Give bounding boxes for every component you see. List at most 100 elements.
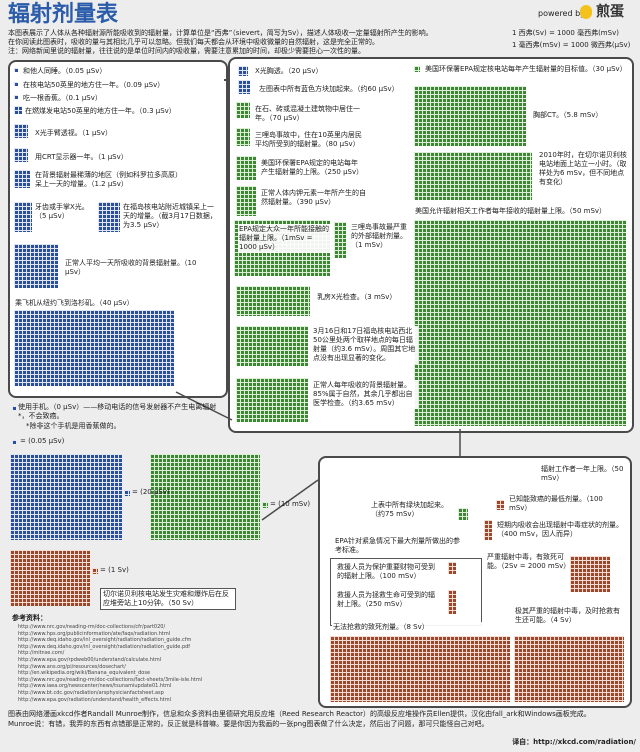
title: 辐射剂量表 <box>8 2 119 27</box>
dose-label: X光手臂透视。（1 μSv） <box>34 128 216 139</box>
dose-block <box>236 326 308 366</box>
dose-label: 严重辐射中毒，有致死可能。（2Sv = 2000 mSv） <box>486 552 571 572</box>
dose-block <box>448 590 456 614</box>
dose-block <box>238 80 250 94</box>
dose-label: 在背景辐射最稀薄的地区（例如科罗拉多高原）呆上一天的增量。（1.2 μSv） <box>34 170 186 190</box>
legend-label: = (20 μSv) <box>132 488 170 496</box>
dose-block <box>414 86 526 146</box>
dose-label: EPA针对紧急情况下最大剂量所做出的参考标准。 <box>334 536 466 556</box>
dose-block <box>14 170 30 188</box>
dose-block <box>448 562 456 574</box>
dose-label: 三哩岛事故最严重的外部辐射剂量。（1 mSv） <box>350 222 412 251</box>
dose-block <box>236 156 256 180</box>
reference-link: http://www.deq.idaho.gov/inl_oversight/r… <box>18 643 191 650</box>
dose-label: 短期内吸收会出现辐射中毒症状的剂量。（400 mSv，因人而异） <box>496 520 624 540</box>
legend-label: = (1 Sv) <box>100 566 129 574</box>
dose-block <box>496 500 504 510</box>
dose-block <box>236 186 256 216</box>
dose-label: 2010年时，在切尔诺贝利核电站地面上站立一小时。（取样处为6 mSv，但不同地… <box>538 150 628 188</box>
dose-block <box>14 82 18 86</box>
reference-link: http://www.bt.cdc.gov/radiation/arsphysi… <box>18 690 164 696</box>
dose-label: 左图表中所有蓝色方块加起来。（约60 μSv） <box>258 84 410 95</box>
footer-line: 图表由网络漫画xkcd作者Randall Munroe制作，信息和众多资料由里德… <box>8 710 591 718</box>
dose-block <box>414 66 420 72</box>
dose-block <box>14 106 22 114</box>
dose-label: 正常人每年吸收的背景辐射量。85%属于自然，其余几乎都出自医学检查。（约3.65… <box>312 380 418 409</box>
powered-by: powered by <box>538 9 585 18</box>
footnote: *除非这个手机是用香蕉做的。 <box>26 422 121 430</box>
dose-block <box>92 568 98 574</box>
dose-label: 3月16日和17日福岛核电站西北50公里处两个取样地点的每日辐射量（约3.6 m… <box>312 326 418 364</box>
unit-line: 1 毫西弗(mSv) = 1000 微西弗(μSv) <box>512 41 631 49</box>
dose-block <box>14 124 28 138</box>
dose-label: 在福岛核电站附近城镇呆上一天的增量。（截3月17日数据，为3.5 μSv） <box>122 202 220 231</box>
dose-label: 在石、砖或混凝土建筑物中居住一年。（70 μSv） <box>254 104 366 124</box>
dose-label: 在核电站50英里的地方住一年。（0.09 μSv） <box>22 80 224 91</box>
dose-block <box>238 66 248 76</box>
dose-block <box>236 128 250 146</box>
dose-label: 救援人员为保护重要财物可受到的辐射上限。（100 mSv） <box>336 562 438 582</box>
reference-link: http://www.epa.gov/rpdweb00/understand/c… <box>18 657 162 663</box>
dose-label: 在燃煤发电站50英里的地方住一年。（0.3 μSv） <box>24 106 222 117</box>
dose-label: 正常人平均一天所吸收的背景辐射量。（10 μSv） <box>64 258 216 278</box>
footer-line: Munroe说：有错，我弄的东西有点错那是正常的，反正就是科普嘛。要是你因为我画… <box>8 720 489 728</box>
legend-label: = (10 mSv) <box>270 500 311 508</box>
reference-link: http://mitnse.com/ <box>18 650 65 657</box>
dose-block <box>236 102 250 118</box>
dose-block <box>414 152 532 200</box>
dose-label: 上表中所有绿块加起来。（约75 mSv） <box>370 500 458 520</box>
dose-label: 辐射工作者一年上限。（50 mSv） <box>540 464 626 484</box>
intro-line: 注：网络新闻里说的辐射量，往往说的是单位时间内的吸收量，需要注意累加的时间，却极… <box>8 47 365 55</box>
dose-label: 胸部CT。（5.8 mSv） <box>532 110 624 121</box>
unit-line: 1 西弗(Sv) = 1000 毫西弗(mSv) <box>512 29 619 37</box>
dose-label: 三哩岛事故中，住在10英里内居民平均所受到的辐射量。（80 μSv） <box>254 130 366 150</box>
dose-label: 无法抢救的致死剂量。（8 Sv） <box>332 622 504 633</box>
reference-link: http://en.wikipedia.org/wiki/Banana_equi… <box>18 670 151 677</box>
dose-block <box>14 148 28 162</box>
dose-block <box>14 310 174 386</box>
dose-block <box>98 202 120 232</box>
reference-link: http://www.iaea.org/newscenter/news/tsun… <box>18 683 172 690</box>
dose-label: 牙齿或手掌X光。（5 μSv） <box>34 202 90 222</box>
dose-label: 用CRT显示器一年。（1 μSv） <box>34 152 216 163</box>
reference-link: http://www.epa.gov/radiation/understand/… <box>18 696 172 703</box>
dose-label: 已知能致癌的最低剂量。（100 mSv） <box>508 494 620 514</box>
dose-label: 极其严重的辐射中毒，及时抢救有生还可能。（4 Sv） <box>514 606 626 626</box>
dose-block <box>414 220 626 426</box>
intro-line: 在你阅读此图表时，吸收的量与其相比几乎可以忽略。但我们每天都会从环境中吸收微量的… <box>8 38 379 46</box>
dose-label: 美国环保署EPA规定核电站每年产生辐射量的目标值。（30 μSv） <box>424 64 627 75</box>
reference-link: http://www.nrc.gov/reading-rm/doc-collec… <box>18 624 166 630</box>
dose-label: 美国环保署EPA规定的电站每年产生辐射量的上限。（250 μSv） <box>260 158 364 178</box>
brand-logo <box>580 5 592 19</box>
chernobyl-note: 切尔诺贝利核电站发生灾难和爆炸后在反应堆旁站上10分钟。（50 Sv） <box>100 588 236 610</box>
legend-label: = (0.05 μSv) <box>20 437 65 445</box>
dose-label: X光胸透。（20 μSv） <box>254 66 406 77</box>
reference-link: http://www.ans.org/pi/resources/dosechar… <box>18 663 126 670</box>
dose-block <box>124 490 130 496</box>
dose-label: 吃一根香蕉。（0.1 μSv） <box>22 93 224 104</box>
dose-label: 正常人体内钾元素一年所产生的自然辐射量。（390 μSv） <box>260 188 372 208</box>
dose-label: EPA规定大众一年所能接触的辐射量上限。（1mSv = 1000 μSv） <box>238 224 330 253</box>
reference-link: http://www.deq.idaho.gov/inl_oversight/r… <box>18 637 192 644</box>
source: 译自：http://xkcd.com/radiation/ <box>512 738 636 746</box>
dose-block <box>150 454 260 540</box>
dose-block <box>484 520 492 540</box>
reference-link: http://www.hps.org/publicinformation/ate… <box>18 630 171 637</box>
dose-label: 乳房X光检查。（3 mSv） <box>316 292 398 303</box>
brand: 煎蛋 <box>596 4 624 20</box>
dose-block <box>570 556 610 592</box>
dose-block <box>14 95 18 99</box>
dose-block <box>262 502 268 508</box>
dose-block <box>334 222 346 258</box>
dose-block <box>10 454 122 540</box>
reference-link: http://www.nrc.gov/reading-rm/doc-collec… <box>18 676 203 683</box>
dose-block <box>330 636 510 702</box>
dose-block <box>14 244 58 288</box>
dose-label: 美国允许辐射相关工作者每年接收的辐射量上限。（50 mSv） <box>414 206 628 217</box>
dose-block <box>514 636 624 702</box>
dose-block <box>14 68 18 72</box>
references-title: 参考资料： <box>12 614 47 622</box>
phone-note: 使用手机。（0 μSv）——移动电话的信号发射器不产生电离辐射*，不会致癌。 <box>18 403 217 420</box>
